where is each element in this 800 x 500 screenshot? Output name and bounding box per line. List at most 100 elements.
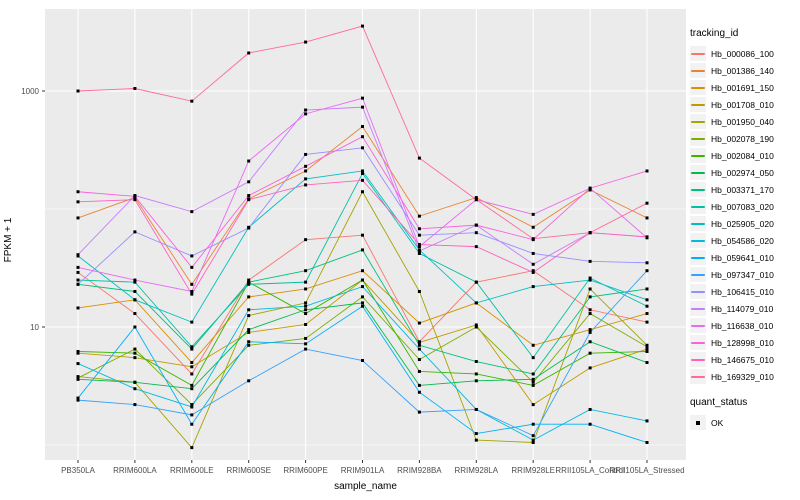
data-point <box>588 259 592 263</box>
data-point <box>190 422 194 426</box>
data-point <box>133 351 137 355</box>
legend-key-icon <box>690 216 706 231</box>
data-point <box>76 200 80 204</box>
data-point <box>417 358 421 362</box>
legend-key-icon <box>690 148 706 163</box>
legend-quant-entries: OK <box>690 414 800 431</box>
legend-line-swatch <box>691 375 705 378</box>
data-point <box>190 282 194 286</box>
y-tick-label: 10 <box>30 323 39 332</box>
data-point <box>474 432 478 436</box>
data-point <box>531 269 535 273</box>
data-point <box>76 351 80 355</box>
data-point <box>133 347 137 351</box>
data-point <box>247 330 251 334</box>
data-point <box>588 351 592 355</box>
legend-line-swatch <box>691 222 705 225</box>
legend-line-swatch <box>691 137 705 140</box>
data-point <box>474 407 478 411</box>
data-point <box>645 419 649 423</box>
legend-key-icon <box>690 46 706 61</box>
data-point <box>474 231 478 235</box>
data-point <box>190 361 194 365</box>
data-point <box>645 298 649 302</box>
data-point <box>645 169 649 173</box>
legend-key-icon <box>690 114 706 129</box>
data-point <box>133 230 137 234</box>
data-point <box>76 89 80 93</box>
data-point <box>361 125 364 129</box>
data-point <box>133 325 137 329</box>
data-point <box>531 438 535 442</box>
data-point <box>361 278 364 282</box>
data-point <box>588 295 592 299</box>
data-point <box>133 194 137 198</box>
data-point <box>645 287 649 291</box>
legend-entry-label: Hb_000086_100 <box>711 48 774 59</box>
data-point <box>531 380 535 384</box>
data-point <box>645 345 649 349</box>
legend-entry: Hb_001950_040 <box>690 113 800 130</box>
data-point <box>588 231 592 235</box>
data-point <box>247 194 251 198</box>
data-point <box>76 278 80 282</box>
legend-line-swatch <box>691 86 705 89</box>
data-point <box>588 407 592 411</box>
legend-line-swatch <box>691 358 705 361</box>
data-point <box>304 108 308 112</box>
legend-entry-label: Hb_002974_050 <box>711 167 774 178</box>
data-point <box>417 410 421 414</box>
data-point <box>645 269 649 273</box>
x-tick-label: RRIM600SE <box>226 466 270 475</box>
data-point <box>417 347 421 351</box>
legend-title-quant-status: quant_status <box>690 397 748 408</box>
data-point <box>361 171 364 175</box>
panel-background <box>45 9 686 460</box>
legend-line-swatch <box>691 307 705 310</box>
data-point <box>76 253 80 257</box>
legend-entry-label: Hb_059641_010 <box>711 252 774 263</box>
legend-entry-label: Hb_003371_170 <box>711 184 774 195</box>
data-point <box>588 422 592 426</box>
data-point <box>645 235 649 239</box>
data-point <box>247 159 251 163</box>
legend-line-swatch <box>691 154 705 157</box>
data-point <box>417 383 421 387</box>
data-point <box>474 372 478 376</box>
legend-entry-label: Hb_054586_020 <box>711 235 774 246</box>
data-point <box>417 233 421 237</box>
legend-key-icon <box>690 97 706 112</box>
data-point <box>190 254 194 258</box>
legend-key-icon <box>690 335 706 350</box>
data-point <box>304 304 308 308</box>
data-point <box>133 86 137 90</box>
data-point <box>247 226 251 230</box>
data-point <box>531 440 535 444</box>
data-point <box>531 383 535 387</box>
data-point <box>531 434 535 438</box>
data-point <box>190 347 194 351</box>
data-point <box>76 270 80 274</box>
legend-key-icon <box>690 63 706 78</box>
data-point <box>76 396 80 400</box>
legend-entry: Hb_003371_170 <box>690 181 800 198</box>
data-point <box>474 245 478 249</box>
data-point <box>247 314 251 318</box>
legend-title-tracking-id: tracking_id <box>690 28 739 39</box>
data-point <box>474 360 478 364</box>
data-point <box>304 312 308 316</box>
data-point <box>531 270 535 274</box>
data-point <box>417 156 421 160</box>
data-point <box>190 320 194 324</box>
legend-entry-label: Hb_001691_150 <box>711 82 774 93</box>
x-axis-title: sample_name <box>334 481 397 492</box>
data-point <box>190 292 194 296</box>
data-point <box>417 369 421 373</box>
legend-entry: Hb_128998_010 <box>690 334 800 351</box>
legend-line-swatch <box>691 324 705 327</box>
data-point <box>76 216 80 220</box>
data-point <box>76 349 80 353</box>
legend-entry: Hb_116638_010 <box>690 317 800 334</box>
